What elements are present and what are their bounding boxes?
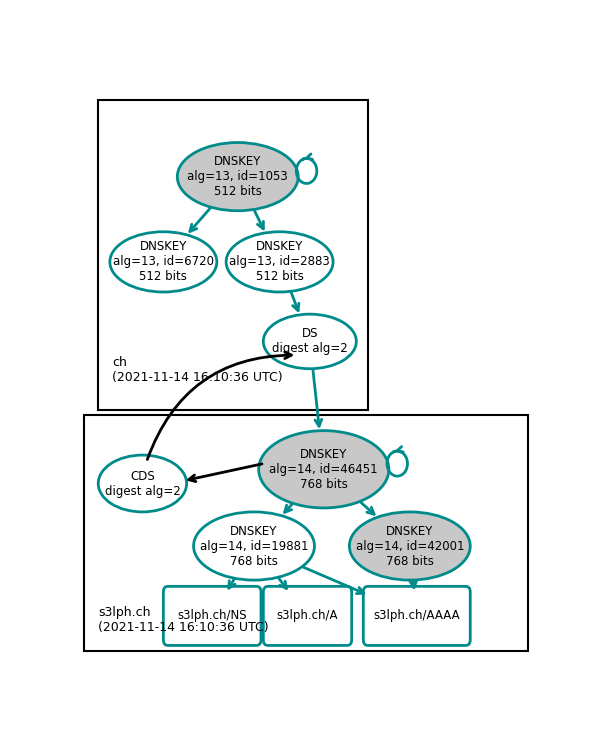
Text: s3lph.ch/AAAA: s3lph.ch/AAAA xyxy=(373,610,460,622)
Ellipse shape xyxy=(226,232,333,292)
Text: CDS
digest alg=2: CDS digest alg=2 xyxy=(104,469,181,497)
Text: DNSKEY
alg=14, id=19881
768 bits: DNSKEY alg=14, id=19881 768 bits xyxy=(200,525,308,568)
Text: s3lph.ch/A: s3lph.ch/A xyxy=(277,610,338,622)
Text: DNSKEY
alg=14, id=42001
768 bits: DNSKEY alg=14, id=42001 768 bits xyxy=(356,525,464,568)
FancyBboxPatch shape xyxy=(163,587,261,646)
Ellipse shape xyxy=(194,512,314,580)
Text: DS
digest alg=2: DS digest alg=2 xyxy=(272,328,348,356)
FancyBboxPatch shape xyxy=(263,587,352,646)
Text: s3lph.ch
(2021-11-14 16:10:36 UTC): s3lph.ch (2021-11-14 16:10:36 UTC) xyxy=(98,606,269,634)
FancyBboxPatch shape xyxy=(98,100,368,410)
Text: ch
(2021-11-14 16:10:36 UTC): ch (2021-11-14 16:10:36 UTC) xyxy=(112,356,283,384)
Text: DNSKEY
alg=13, id=2883
512 bits: DNSKEY alg=13, id=2883 512 bits xyxy=(229,241,330,283)
Text: DNSKEY
alg=13, id=1053
512 bits: DNSKEY alg=13, id=1053 512 bits xyxy=(187,155,288,198)
FancyBboxPatch shape xyxy=(84,415,529,651)
Text: DNSKEY
alg=14, id=46451
768 bits: DNSKEY alg=14, id=46451 768 bits xyxy=(269,448,378,491)
Text: DNSKEY
alg=13, id=6720
512 bits: DNSKEY alg=13, id=6720 512 bits xyxy=(113,241,214,283)
Ellipse shape xyxy=(349,512,470,580)
Ellipse shape xyxy=(110,232,217,292)
Ellipse shape xyxy=(98,455,187,512)
Ellipse shape xyxy=(263,314,356,369)
Ellipse shape xyxy=(178,142,298,211)
Text: s3lph.ch/NS: s3lph.ch/NS xyxy=(178,610,247,622)
Ellipse shape xyxy=(259,431,389,508)
FancyBboxPatch shape xyxy=(364,587,470,646)
